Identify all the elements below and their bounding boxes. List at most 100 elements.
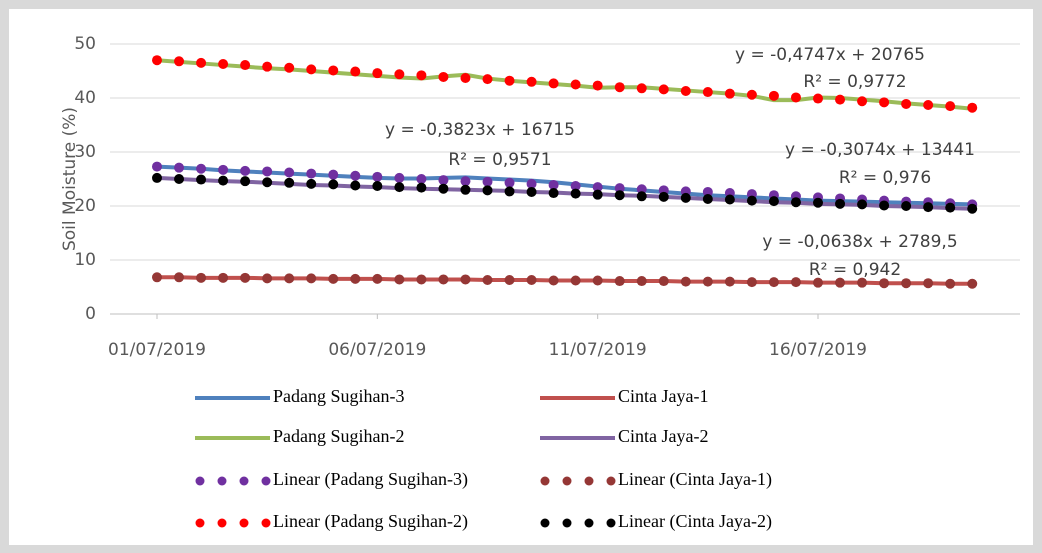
- trend-dot: [438, 183, 449, 194]
- trend-dot: [350, 66, 361, 77]
- trend-dot: [196, 174, 207, 185]
- trend-dot: [152, 172, 162, 183]
- legend-swatch: [261, 518, 271, 528]
- trend-dot: [790, 277, 801, 288]
- trend-dot: [702, 193, 713, 204]
- trend-dot: [504, 186, 515, 197]
- trend-dot: [614, 190, 625, 201]
- trend-dot: [416, 274, 427, 285]
- trend-dot: [284, 177, 295, 188]
- trend-dot: [724, 88, 735, 99]
- y-tick-label: 0: [85, 304, 96, 324]
- trend-dot: [548, 188, 559, 199]
- trend-dot: [328, 179, 339, 190]
- trend-dot: [702, 276, 713, 287]
- trend-dot: [592, 275, 603, 286]
- trend-dot: [570, 181, 581, 192]
- trend-dot: [262, 273, 273, 284]
- trend-dot: [438, 274, 449, 285]
- trend-dot: [790, 92, 801, 103]
- trend-dot: [240, 165, 251, 176]
- trend-dot: [724, 194, 735, 205]
- trend-dot: [768, 277, 779, 288]
- trend-dot: [835, 94, 846, 105]
- trend-dot: [482, 176, 493, 187]
- trend-dot: [284, 62, 295, 73]
- x-tick-label: 06/07/2019: [328, 340, 426, 360]
- legend-swatch: [562, 518, 572, 528]
- trend-dot: [240, 176, 251, 187]
- trend-dot: [394, 172, 405, 183]
- legend-swatch: [239, 476, 249, 486]
- trend-dot: [835, 198, 846, 209]
- trend-dot: [813, 93, 823, 104]
- trend-dot: [306, 64, 317, 75]
- trend-dot: [482, 274, 493, 285]
- trend-dot: [504, 274, 515, 285]
- trend-dot: [262, 177, 273, 188]
- y-tick-label: 30: [74, 142, 96, 162]
- trend-dot: [746, 277, 757, 288]
- trend-dot: [636, 83, 647, 94]
- annotation: y = -0,3823x + 16715: [385, 120, 575, 140]
- trend-dot: [724, 276, 735, 287]
- trend-dot: [636, 184, 647, 195]
- trend-dot: [945, 202, 956, 213]
- trend-dot: [768, 196, 779, 207]
- trend-dot: [218, 272, 229, 283]
- trend-dot: [394, 182, 405, 193]
- trend-dot: [570, 188, 581, 199]
- trend-dot: [967, 278, 978, 289]
- trend-dot: [438, 175, 449, 186]
- trend-dot: [548, 179, 559, 190]
- legend-label: Cinta Jaya-1: [618, 386, 708, 406]
- trend-dot: [923, 100, 934, 111]
- legend-swatch: [217, 518, 227, 528]
- trend-dot: [218, 175, 229, 186]
- trend-dot: [438, 71, 449, 82]
- trend-dot: [372, 273, 383, 284]
- trend-dot: [548, 275, 559, 286]
- annotation: y = -0,4747x + 20765: [735, 45, 925, 65]
- trend-dot: [945, 101, 956, 112]
- trend-dot: [879, 278, 890, 289]
- trend-dot: [570, 275, 581, 286]
- trend-dot: [526, 274, 537, 285]
- trend-dot: [790, 197, 801, 208]
- trend-dot: [460, 184, 471, 195]
- trend-dot: [416, 70, 427, 81]
- trend-dot: [923, 278, 934, 289]
- trend-dot: [504, 75, 515, 86]
- trend-dot: [526, 178, 537, 189]
- trend-dot: [592, 182, 603, 193]
- trend-dot: [284, 273, 295, 284]
- trend-dot: [174, 272, 185, 283]
- trend-dot: [702, 186, 713, 197]
- x-tick-label: 11/07/2019: [549, 340, 647, 360]
- trend-dot: [967, 203, 978, 214]
- trend-dot: [879, 97, 890, 108]
- legend-swatch: [261, 476, 271, 486]
- trend-dot: [945, 278, 956, 289]
- trend-dot: [482, 185, 493, 196]
- trend-dot: [768, 90, 779, 101]
- trend-dot: [504, 177, 515, 188]
- legend-swatch: [540, 518, 550, 528]
- y-tick-label: 50: [74, 34, 96, 54]
- annotation: R² = 0,976: [839, 168, 931, 188]
- legend-label: Padang Sugihan-2: [273, 426, 404, 446]
- trend-dot: [658, 276, 669, 287]
- annotation: y = -0,0638x + 2789,5: [762, 232, 957, 252]
- trend-dot: [460, 176, 471, 187]
- trend-dot: [901, 278, 912, 289]
- trend-dot: [614, 183, 625, 194]
- trend-dot: [372, 181, 383, 192]
- trend-dot: [526, 76, 537, 87]
- trend-dot: [658, 191, 669, 202]
- trend-dot: [174, 174, 185, 184]
- legend-label: Linear (Padang Sugihan-3): [273, 469, 468, 490]
- trend-dot: [350, 180, 361, 191]
- trend-dot: [196, 272, 207, 283]
- trend-dot: [482, 74, 493, 85]
- legend-swatch: [239, 518, 249, 528]
